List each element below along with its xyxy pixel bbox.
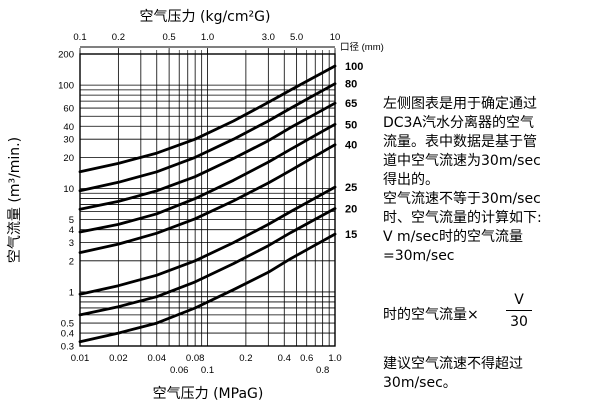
y-tick-label: 200 bbox=[58, 50, 74, 61]
chart-grid bbox=[79, 53, 336, 347]
note-line: 30m/sec。 bbox=[383, 375, 457, 391]
x-tick-label: 0.08 bbox=[186, 353, 205, 364]
y-axis-title: 空气流量 (m³/min.) bbox=[7, 137, 23, 263]
formula-fraction: V 30 bbox=[506, 291, 532, 331]
y-tick-label: 40 bbox=[63, 122, 74, 133]
y-tick-label: 0.4 bbox=[61, 329, 74, 340]
note-line: 建议空气流速不得超过 bbox=[383, 356, 523, 372]
top-axis-title: 空气压力 (kg/cm²G) bbox=[140, 9, 271, 25]
x-tick-label: 0.4 bbox=[278, 353, 291, 364]
formula-prefix-text: 时的空气流量× bbox=[383, 307, 479, 323]
series-line-100 bbox=[78, 64, 337, 174]
x-tick-label: 0.6 bbox=[300, 353, 313, 364]
recommendation-note: 建议空气流速不得超过 30m/sec。 bbox=[383, 355, 588, 393]
top-tick-label: 10 bbox=[330, 32, 341, 43]
series-line-80 bbox=[78, 82, 337, 193]
chart-series bbox=[78, 64, 337, 344]
fraction-denominator: 30 bbox=[510, 314, 528, 330]
y-tick-label: 3 bbox=[69, 238, 74, 249]
x-tick-label: 0.02 bbox=[109, 353, 128, 364]
top-tick-label: 1.0 bbox=[201, 32, 214, 43]
series-labels: 100 80 65 50 40 25 20 15 bbox=[345, 61, 363, 241]
top-tick-label: 0.5 bbox=[163, 32, 176, 43]
y-tick-label: 30 bbox=[63, 135, 74, 146]
y-tick-label: 0.3 bbox=[61, 342, 74, 353]
x-axis-title: 空气压力 (MPaG) bbox=[153, 386, 264, 402]
x-tick-label: 0.1 bbox=[201, 365, 214, 376]
formula-prefix: 时的空气流量× bbox=[383, 306, 588, 325]
series-line-20 bbox=[78, 207, 337, 317]
series-line-50 bbox=[78, 122, 337, 234]
series-label-50: 50 bbox=[345, 119, 357, 131]
y-tick-label: 10 bbox=[63, 184, 74, 195]
x-tick-label: 1.0 bbox=[328, 353, 341, 364]
x-tick-label: 0.04 bbox=[148, 353, 167, 364]
y-tick-label: 1 bbox=[69, 287, 74, 298]
x-tick-label: 0.06 bbox=[170, 365, 189, 376]
description-block: 左侧图表是用于确定通过 DC3A汽水分离器的空气 流量。表中数据是基于管 道中空… bbox=[383, 95, 588, 266]
series-header: 口径 (mm) bbox=[340, 41, 384, 53]
description-line: 时、空气流量的计算如下: bbox=[383, 210, 542, 226]
series-line-15 bbox=[78, 232, 337, 344]
y-tick-label: 2 bbox=[69, 256, 74, 267]
y-tick-label: 0.5 bbox=[61, 319, 74, 330]
y-tick-label: 5 bbox=[69, 215, 74, 226]
series-line-25 bbox=[78, 185, 337, 296]
series-label-25: 25 bbox=[345, 182, 357, 194]
series-line-40 bbox=[78, 143, 337, 254]
y-tick-label: 4 bbox=[69, 225, 74, 236]
series-label-100: 100 bbox=[345, 61, 363, 73]
description-line: 得出的。 bbox=[383, 172, 439, 188]
description-line: V m/sec时的空气流量 bbox=[383, 229, 523, 245]
description-line: DC3A汽水分离器的空气 bbox=[383, 115, 535, 131]
top-tick-label: 3.0 bbox=[262, 32, 275, 43]
top-tick-label: 0.2 bbox=[112, 32, 125, 43]
y-tick-label: 60 bbox=[63, 104, 74, 115]
description-line: 空气流速不等于30m/sec bbox=[383, 191, 541, 207]
series-line-65 bbox=[78, 101, 337, 211]
fraction-bar bbox=[506, 310, 532, 311]
x-tick-label: 0.2 bbox=[239, 353, 252, 364]
description-line: 流量。表中数据是基于管 bbox=[383, 134, 537, 150]
description-line: =30m/sec bbox=[383, 248, 455, 264]
description-line: 道中空气流速为30m/sec bbox=[383, 153, 541, 169]
series-label-15: 15 bbox=[345, 229, 357, 241]
x-tick-label: 0.8 bbox=[316, 365, 329, 376]
top-tick-label: 5.0 bbox=[290, 32, 303, 43]
series-label-40: 40 bbox=[345, 140, 357, 152]
y-tick-label: 20 bbox=[63, 153, 74, 164]
series-label-20: 20 bbox=[345, 204, 357, 216]
series-label-65: 65 bbox=[345, 98, 357, 110]
plot-frame bbox=[79, 53, 336, 347]
series-label-80: 80 bbox=[345, 79, 357, 91]
top-tick-label: 0.1 bbox=[73, 32, 86, 43]
fraction-numerator: V bbox=[514, 292, 524, 308]
y-tick-label: 100 bbox=[58, 81, 74, 92]
x-tick-label: 0.01 bbox=[71, 353, 90, 364]
description-line: 左侧图表是用于确定通过 bbox=[383, 96, 537, 112]
